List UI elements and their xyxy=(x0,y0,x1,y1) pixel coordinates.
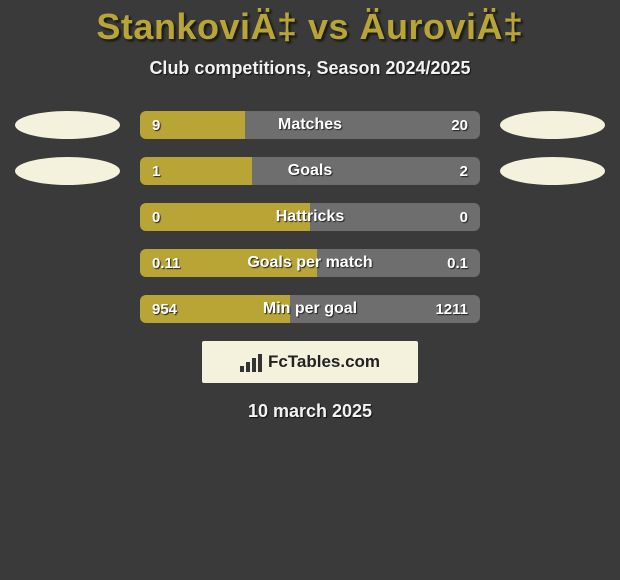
stat-value-left: 954 xyxy=(140,295,189,323)
player-right-bubble xyxy=(500,157,605,185)
stat-value-left: 1 xyxy=(140,157,172,185)
stat-value-right: 2 xyxy=(448,157,480,185)
stat-value-left: 0.11 xyxy=(140,249,192,277)
player-right-bubble xyxy=(500,111,605,139)
date-label: 10 march 2025 xyxy=(0,401,620,422)
stat-bar: 00Hattricks xyxy=(140,203,480,231)
player-left-bubble xyxy=(15,249,120,277)
stat-row: 9541211Min per goal xyxy=(0,295,620,323)
stat-bar: 0.110.1Goals per match xyxy=(140,249,480,277)
stats-widget: StankoviÄ‡ vs ÄuroviÄ‡ Club competitions… xyxy=(0,0,620,422)
player-right-bubble xyxy=(500,295,605,323)
stat-value-right: 0 xyxy=(448,203,480,231)
player-left-bubble xyxy=(15,111,120,139)
bar-segment-right xyxy=(252,157,480,185)
stat-bar: 9541211Min per goal xyxy=(140,295,480,323)
bars-icon xyxy=(240,352,262,372)
stat-row: 0.110.1Goals per match xyxy=(0,249,620,277)
player-right-bubble xyxy=(500,249,605,277)
brand-text: FcTables.com xyxy=(268,352,380,372)
page-title: StankoviÄ‡ vs ÄuroviÄ‡ xyxy=(0,6,620,48)
player-left-bubble xyxy=(15,157,120,185)
player-right-bubble xyxy=(500,203,605,231)
stat-row: 920Matches xyxy=(0,111,620,139)
stat-value-right: 0.1 xyxy=(435,249,480,277)
subtitle: Club competitions, Season 2024/2025 xyxy=(0,58,620,79)
stat-row: 12Goals xyxy=(0,157,620,185)
stat-value-left: 0 xyxy=(140,203,172,231)
stat-bar: 12Goals xyxy=(140,157,480,185)
stat-row: 00Hattricks xyxy=(0,203,620,231)
brand-badge[interactable]: FcTables.com xyxy=(202,341,418,383)
stat-value-right: 1211 xyxy=(423,295,480,323)
stat-bar: 920Matches xyxy=(140,111,480,139)
player-left-bubble xyxy=(15,203,120,231)
stat-value-left: 9 xyxy=(140,111,172,139)
stat-value-right: 20 xyxy=(439,111,480,139)
player-left-bubble xyxy=(15,295,120,323)
stats-list: 920Matches12Goals00Hattricks0.110.1Goals… xyxy=(0,111,620,323)
